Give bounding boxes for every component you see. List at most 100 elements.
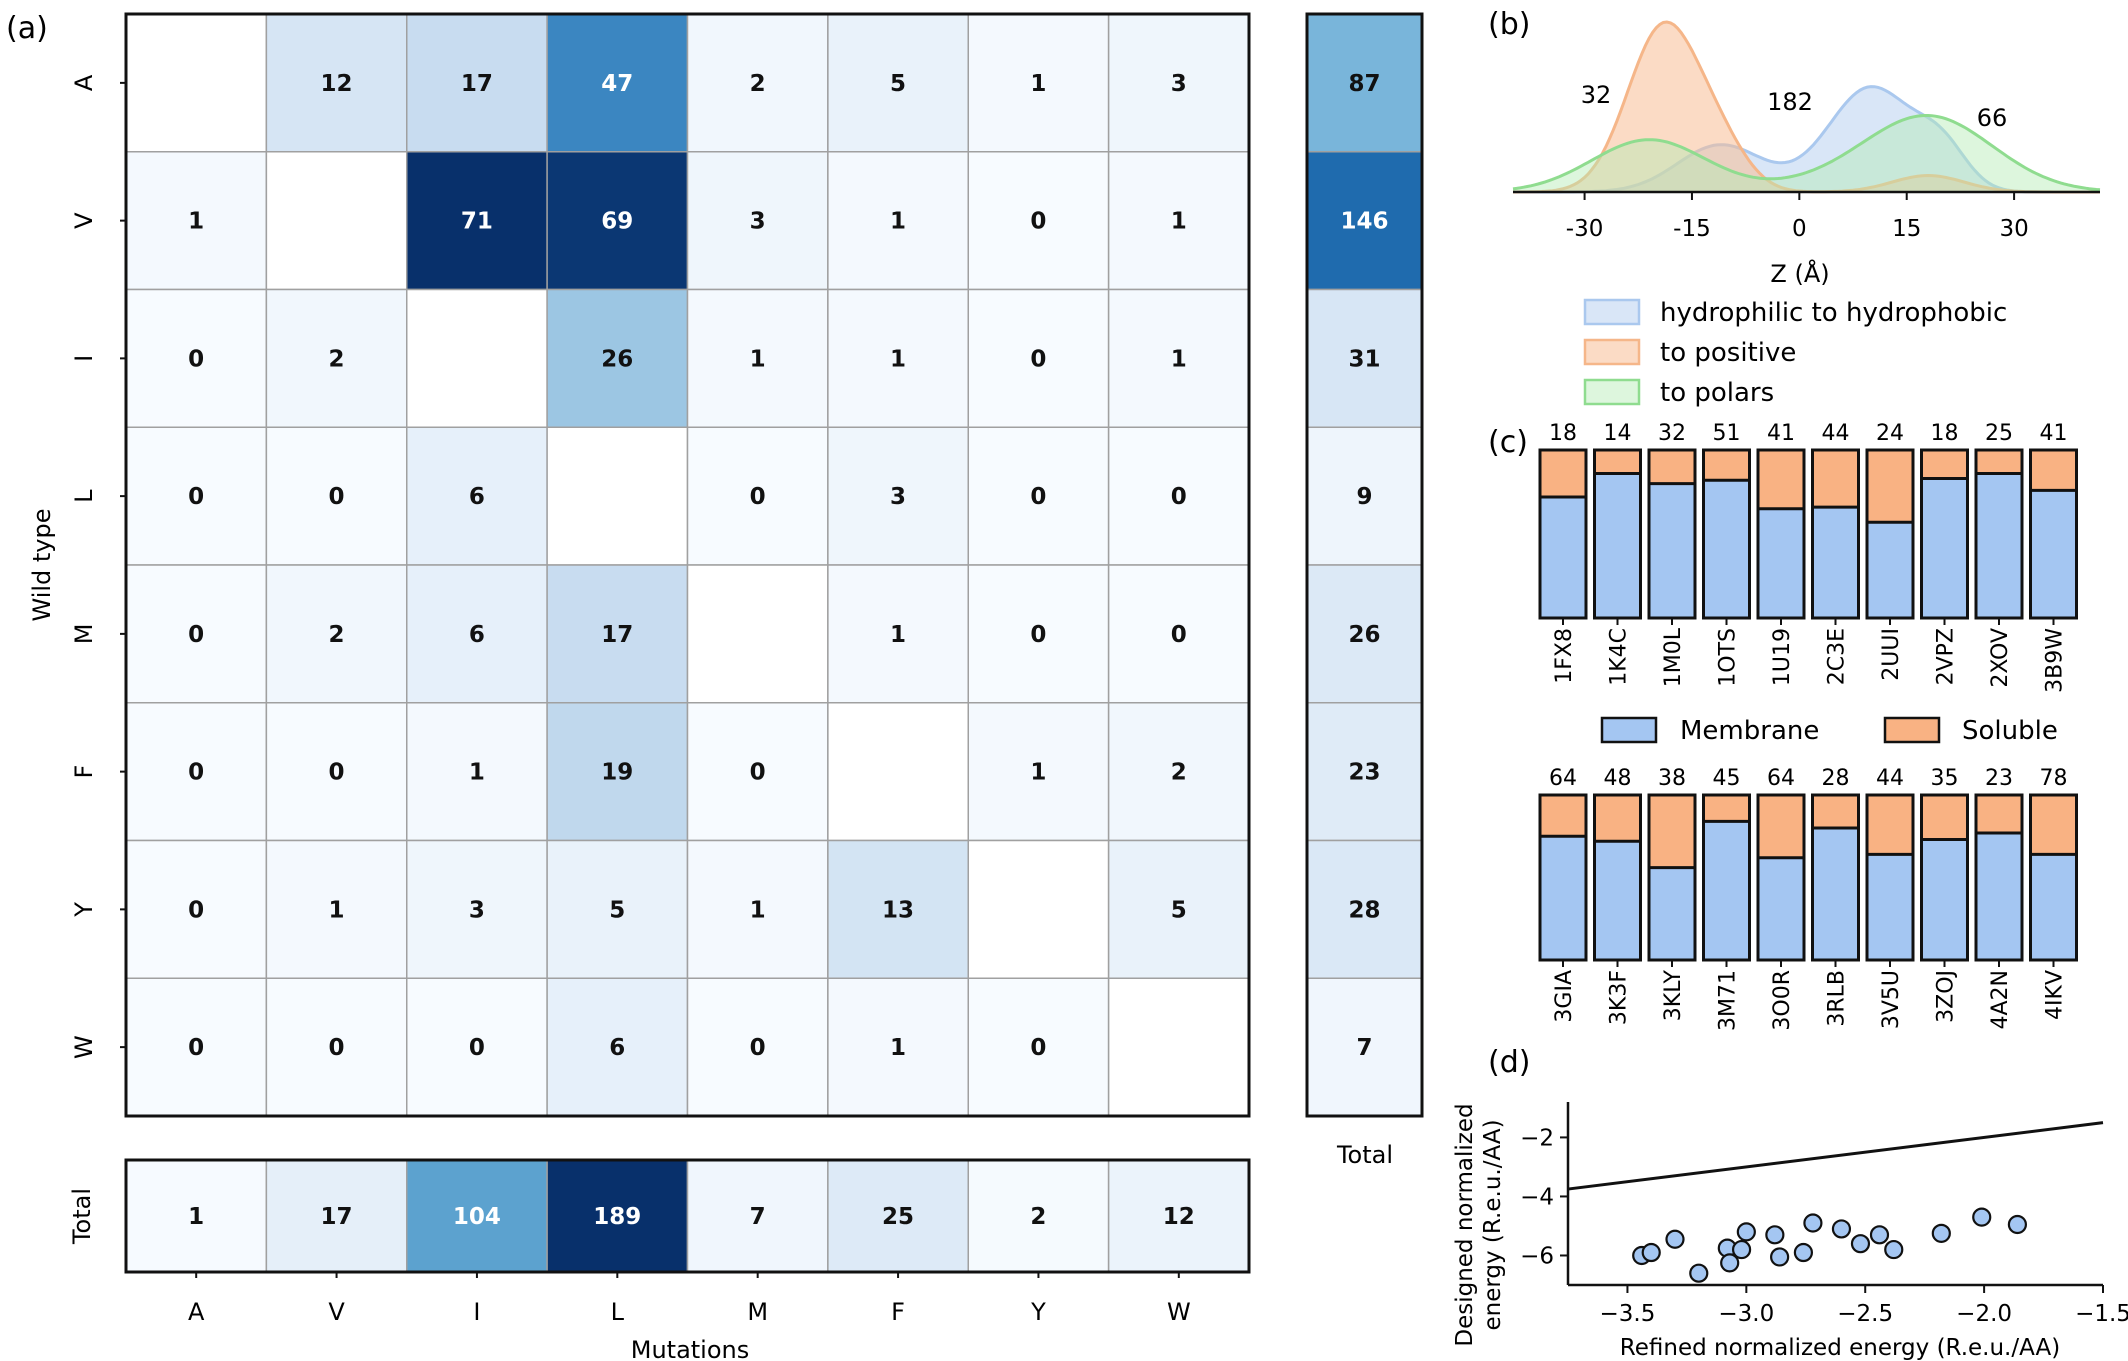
legend-label-soluble: Soluble bbox=[1962, 716, 2058, 746]
bar-soluble bbox=[1921, 795, 1968, 840]
bar-total-label: 64 bbox=[1767, 766, 1795, 791]
heatmap-cell-value: 3 bbox=[469, 897, 485, 923]
bar-category-label: 2UUI bbox=[1879, 628, 1904, 681]
heatmap-cell bbox=[686, 564, 829, 704]
row-total-value: 28 bbox=[1348, 897, 1380, 923]
heatmap-cell-value: 0 bbox=[1030, 484, 1046, 510]
row-total-value: 23 bbox=[1348, 760, 1380, 786]
heatmap-cell-value: 1 bbox=[1030, 760, 1046, 786]
bar-category-label: 3M71 bbox=[1716, 970, 1741, 1031]
bar-soluble bbox=[1758, 450, 1804, 509]
heatmap-cell bbox=[546, 426, 689, 566]
heatmap-cell-value: 0 bbox=[1171, 484, 1187, 510]
scatter-x-tick-label: −3.0 bbox=[1718, 1301, 1774, 1327]
y-tick-label: L bbox=[70, 489, 98, 503]
bar-soluble bbox=[1976, 450, 2022, 474]
bar-membrane bbox=[1758, 857, 1804, 960]
heatmap-cell bbox=[827, 702, 969, 842]
legend-swatch-membrane bbox=[1600, 716, 1658, 744]
scatter-point bbox=[1972, 1207, 1992, 1227]
heatmap-cell bbox=[967, 288, 1110, 428]
heatmap-cell-value: 0 bbox=[329, 1035, 345, 1061]
bar-category-label: 3GIA bbox=[1552, 970, 1577, 1023]
heatmap-cell-value: 0 bbox=[750, 484, 766, 510]
bar-membrane bbox=[1703, 821, 1750, 960]
column-total-value: 1 bbox=[188, 1204, 204, 1230]
scatter-y-tick-label: −2 bbox=[1520, 1125, 1554, 1151]
bar-membrane bbox=[2030, 490, 2077, 618]
bar-membrane bbox=[1812, 828, 1859, 960]
legend-label-membrane: Membrane bbox=[1680, 716, 1819, 746]
scatter-y-tick-label: −4 bbox=[1520, 1184, 1554, 1210]
heatmap-cell bbox=[967, 977, 1110, 1117]
bar-category-label: 3B9W bbox=[2043, 628, 2068, 693]
heatmap-cell bbox=[686, 977, 829, 1117]
bar-category-label: 3V5U bbox=[1879, 970, 1904, 1029]
bar-membrane bbox=[1867, 522, 1913, 618]
heatmap-cell bbox=[546, 977, 689, 1117]
x-tick-label: M bbox=[747, 1298, 768, 1326]
bar-category-label: 3RLB bbox=[1825, 970, 1850, 1027]
heatmap-cell-value: 0 bbox=[1030, 622, 1046, 648]
column-total-cell bbox=[406, 1159, 548, 1273]
heatmap-cell bbox=[125, 702, 268, 842]
bar-membrane bbox=[2030, 854, 2077, 960]
heatmap-cell-value: 2 bbox=[329, 622, 345, 648]
density-x-tick-label: 15 bbox=[1892, 216, 1921, 242]
scatter-point bbox=[1884, 1239, 1904, 1260]
bar-soluble bbox=[1594, 450, 1641, 474]
heatmap-cell bbox=[265, 977, 408, 1117]
bar-category-label: 1M0L bbox=[1661, 627, 1686, 687]
heatmap-cell-value: 1 bbox=[1171, 209, 1187, 235]
heatmap-cell-value: 5 bbox=[609, 897, 625, 923]
column-total-cell bbox=[827, 1159, 969, 1273]
heatmap-cell-value: 0 bbox=[1030, 346, 1046, 372]
scatter-plot-area: −3.5 −3.0 −2.5 −2.0 −1.5 −2 −4 −6 bbox=[1520, 1102, 2128, 1327]
heatmap-cell-value: 1 bbox=[890, 346, 906, 372]
wild-type-tick-labels: A V I L M F Y W bbox=[70, 74, 126, 1059]
heatmap-cell-value: 0 bbox=[329, 760, 345, 786]
row-total-cell bbox=[1306, 564, 1423, 704]
heatmap-cell bbox=[1107, 426, 1250, 566]
scatter-y-label-line2: energy (R.e.u./AA) bbox=[1480, 1119, 1506, 1330]
heatmap-cell bbox=[265, 702, 408, 842]
heatmap-cell-value: 6 bbox=[469, 622, 485, 648]
x-tick-label: I bbox=[473, 1298, 480, 1326]
density-count-label: 66 bbox=[1977, 104, 2008, 132]
heatmap-cell bbox=[265, 13, 408, 153]
heatmap-cell bbox=[406, 288, 548, 428]
scatter-x-tick-label: −2.0 bbox=[1956, 1301, 2012, 1327]
bar-category-label: 1OTS bbox=[1716, 628, 1741, 687]
heatmap-cell bbox=[1107, 564, 1250, 704]
bar-category-label: 4A2N bbox=[1988, 970, 2013, 1030]
identity-line bbox=[1567, 1121, 2104, 1191]
scatter-point bbox=[1765, 1225, 1785, 1245]
heatmap-cell-value: 5 bbox=[1171, 897, 1187, 923]
bar-membrane bbox=[1921, 839, 1968, 960]
x-tick-label: A bbox=[188, 1298, 205, 1326]
heatmap-cell-value: 3 bbox=[1171, 71, 1187, 97]
bar-category-label: 1FX8 bbox=[1552, 628, 1577, 684]
row-total-value: 26 bbox=[1348, 622, 1380, 648]
bar-membrane bbox=[1540, 497, 1586, 618]
bar-membrane bbox=[1594, 841, 1641, 960]
row-total-value: 7 bbox=[1356, 1035, 1372, 1061]
column-total-cell bbox=[967, 1159, 1110, 1273]
bar-soluble bbox=[1540, 450, 1586, 498]
heatmap-cell bbox=[406, 564, 548, 704]
x-tick-label: V bbox=[328, 1298, 345, 1326]
heatmap-cell bbox=[546, 151, 689, 291]
y-tick-label: F bbox=[70, 765, 98, 779]
bar-membrane bbox=[1812, 507, 1859, 618]
heatmap-cell-value: 0 bbox=[188, 622, 204, 648]
heatmap-cell-value: 47 bbox=[601, 71, 633, 97]
density-legend-swatch bbox=[1583, 298, 1641, 326]
density-line bbox=[1512, 114, 2101, 192]
stacked-bars-top: 18 1FX8 14 1K4C 32 1M0L 51 1OTS 41 1U19 44 2C3E 24 2U… bbox=[1538, 421, 2078, 693]
bar-soluble bbox=[1540, 795, 1586, 837]
heatmap-cell-value: 6 bbox=[469, 484, 485, 510]
heatmap-cell-value: 5 bbox=[890, 71, 906, 97]
heatmap-cell-value: 6 bbox=[609, 1035, 625, 1061]
heatmap-cell bbox=[1107, 839, 1250, 979]
